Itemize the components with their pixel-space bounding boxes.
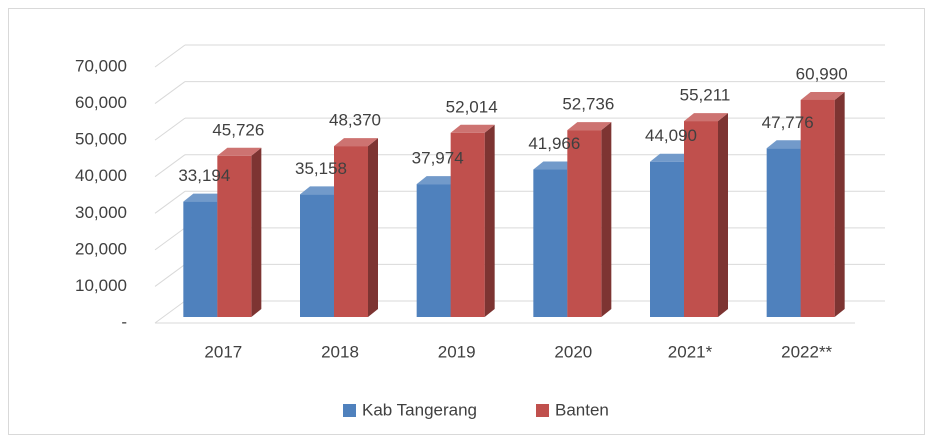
grid-line-side (154, 154, 186, 178)
bar-top (416, 176, 461, 185)
bar-side (601, 122, 612, 317)
legend-label: Banten (555, 400, 609, 419)
data-label: 55,211 (680, 86, 731, 105)
data-label: 60,990 (796, 64, 848, 83)
grid-line-side (154, 264, 186, 287)
x-tick-label: 2022** (781, 342, 832, 361)
bar (800, 99, 835, 317)
data-label: 52,014 (446, 97, 498, 116)
bar-top (183, 193, 228, 202)
y-tick-label: 50,000 (75, 130, 127, 149)
bar-side (368, 138, 378, 317)
bar (450, 132, 485, 317)
bar-top (300, 186, 344, 195)
bar (650, 161, 684, 317)
bar-top (766, 140, 811, 149)
bar-top (800, 91, 845, 100)
bar-top (450, 124, 495, 133)
data-label: 33,194 (178, 166, 230, 185)
grid-line-side (154, 300, 186, 324)
y-tick-label: 30,000 (75, 203, 127, 222)
grid-line-side (154, 44, 186, 68)
data-label: 41,966 (528, 134, 580, 153)
y-tick-label: 70,000 (75, 56, 127, 75)
legend-swatch (343, 404, 356, 417)
bar-top (650, 153, 694, 162)
bar (334, 146, 368, 317)
bar-top (334, 138, 378, 147)
bar-top (533, 161, 578, 170)
x-tick-label: 2019 (438, 342, 476, 361)
data-label: 37,974 (412, 149, 464, 168)
bar-top (567, 122, 612, 131)
bar-side (251, 147, 262, 317)
x-tick-label: 2021* (668, 342, 713, 361)
bar-top (684, 113, 728, 122)
x-tick-label: 2020 (554, 342, 592, 361)
grid-line-side (154, 81, 186, 104)
bar-side (834, 91, 845, 317)
x-tick-label: 2018 (321, 342, 359, 361)
bar (533, 169, 568, 317)
data-label: 35,158 (295, 159, 347, 178)
y-tick-label: 60,000 (75, 93, 127, 112)
y-tick-label: 40,000 (75, 166, 127, 185)
bar (300, 194, 334, 317)
grid-line-side (154, 227, 186, 251)
data-label: 47,776 (762, 113, 814, 132)
bar (217, 155, 252, 317)
bar-side (718, 113, 728, 318)
bar-top (217, 147, 262, 156)
data-label: 52,736 (562, 95, 614, 114)
bar (183, 201, 218, 317)
bar (766, 148, 801, 317)
legend-label: Kab Tangerang (362, 400, 477, 419)
grid-line-side (154, 190, 186, 214)
data-label: 44,090 (645, 126, 697, 145)
legend-swatch (536, 404, 549, 417)
data-label: 45,726 (212, 120, 264, 139)
grid-line-side (154, 117, 186, 141)
y-tick-label: 10,000 (75, 276, 127, 295)
bar-side (484, 124, 495, 317)
bar (416, 184, 451, 317)
x-tick-label: 2017 (204, 342, 242, 361)
bar (567, 130, 602, 317)
data-label: 48,370 (329, 111, 381, 130)
y-tick-label: 20,000 (75, 239, 127, 258)
y-tick-label: - (121, 312, 127, 331)
bar (684, 121, 718, 318)
